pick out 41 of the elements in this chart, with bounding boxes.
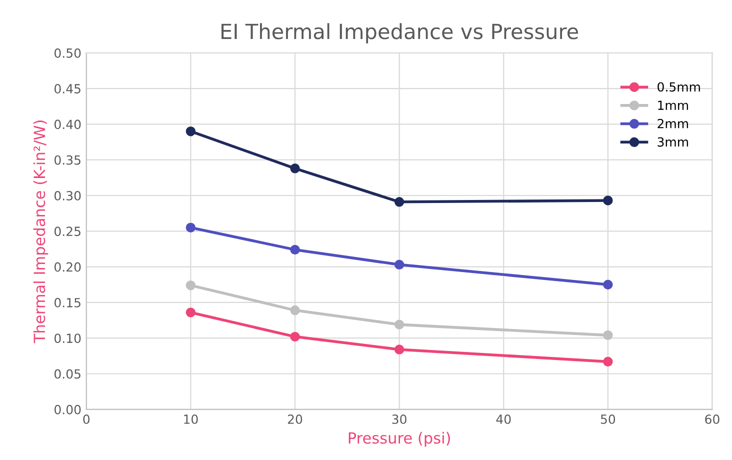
y-tick-label: 0.10 bbox=[54, 334, 81, 344]
point bbox=[186, 308, 196, 318]
x-tick-label: 40 bbox=[496, 414, 511, 424]
y-tick-label: 0.40 bbox=[54, 120, 81, 130]
y-tick-label: 0.20 bbox=[54, 262, 81, 272]
point bbox=[603, 280, 613, 290]
legend-label: 2mm bbox=[658, 118, 688, 128]
y-axis-title: Thermal Impedance (K-in²/W) bbox=[33, 120, 48, 344]
y-tick-label: 0.45 bbox=[54, 84, 80, 94]
x-tick-label: 0 bbox=[83, 414, 90, 424]
point bbox=[394, 344, 404, 354]
y-tick-label: 0.35 bbox=[54, 155, 80, 165]
y-tick-label: 0.05 bbox=[54, 369, 80, 379]
y-tick-label: 0.15 bbox=[54, 298, 80, 308]
legend-label: 3mm bbox=[658, 137, 688, 147]
point bbox=[290, 244, 300, 255]
point bbox=[186, 280, 196, 290]
y-tick-label: 0.30 bbox=[54, 190, 81, 200]
point bbox=[603, 356, 613, 366]
x-axis-title: Pressure (psi) bbox=[348, 432, 450, 447]
legend-label: 0.5mm bbox=[658, 82, 700, 92]
x-tick-label: 10 bbox=[184, 414, 198, 424]
point bbox=[290, 332, 300, 342]
point bbox=[186, 126, 196, 136]
point bbox=[394, 260, 404, 270]
x-tick-label: 30 bbox=[392, 414, 406, 424]
point bbox=[186, 222, 196, 232]
x-tick-label: 20 bbox=[288, 414, 302, 424]
point bbox=[394, 197, 404, 207]
point bbox=[290, 164, 300, 174]
y-tick-label: 0.00 bbox=[54, 404, 81, 414]
y-tick-label: 0.50 bbox=[54, 48, 81, 58]
x-tick-label: 50 bbox=[600, 414, 616, 424]
point bbox=[603, 196, 613, 206]
y-tick-label: 0.25 bbox=[54, 226, 80, 236]
point bbox=[603, 330, 613, 340]
point bbox=[394, 320, 404, 330]
point bbox=[290, 305, 300, 316]
chart-title: EI Thermal Impedance vs Pressure bbox=[222, 23, 578, 44]
legend-label: 1mm bbox=[658, 100, 688, 110]
x-tick-label: 60 bbox=[705, 414, 720, 424]
